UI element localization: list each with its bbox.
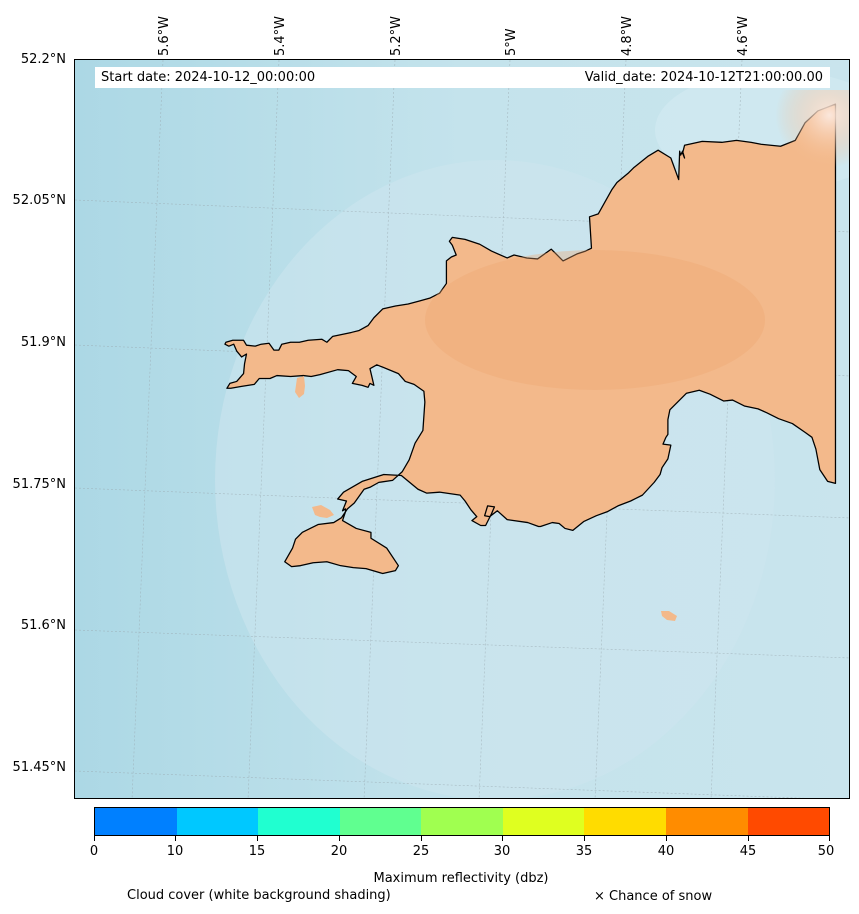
colorbar-cell [95, 808, 177, 835]
colorbar-cell [584, 808, 666, 835]
lon-label-5w: 5°W [504, 28, 519, 56]
colorbar-tick [748, 836, 749, 841]
island-ramsey [295, 376, 305, 398]
lat-label-51-45n: 51.45°N [12, 760, 66, 775]
lat-label-52-2n: 52.2°N [20, 52, 66, 67]
header-box: Start date: 2024-10-12_00:00:00 Valid_da… [95, 67, 830, 88]
colorbar-tick [666, 836, 667, 841]
valid-date-label: Valid_date: 2024-10-12T21:00:00.00 [584, 70, 823, 85]
colorbar-cell [421, 808, 503, 835]
colorbar-tick-label: 0 [89, 844, 99, 859]
land-dark-band [425, 250, 765, 390]
colorbar-tick [829, 836, 830, 841]
start-date-label: Start date: 2024-10-12_00:00:00 [101, 70, 316, 85]
colorbar-tick-label: 25 [412, 844, 430, 859]
map-panel[interactable] [74, 59, 850, 799]
colorbar-tick-label: 50 [817, 844, 835, 859]
lat-label-51-75n: 51.75°N [12, 477, 66, 492]
colorbar-cell [258, 808, 340, 835]
lon-label-5-2w: 5.2°W [389, 15, 404, 56]
cloud-cover-legend: Cloud cover (white background shading) [127, 888, 391, 903]
colorbar-tick [175, 836, 176, 841]
lon-label-4-6w: 4.6°W [736, 15, 751, 56]
colorbar-tick [257, 836, 258, 841]
colorbar-tick [502, 836, 503, 841]
colorbar-tick [339, 836, 340, 841]
colorbar-tick-label: 40 [657, 844, 675, 859]
colorbar-tick [584, 836, 585, 841]
lon-label-5-4w: 5.4°W [273, 15, 288, 56]
lon-label-4-8w: 4.8°W [620, 15, 635, 56]
colorbar-tick-label: 15 [248, 844, 266, 859]
colorbar-cell [176, 808, 259, 835]
island-caldey [661, 611, 677, 621]
colorbar-cell [665, 808, 748, 835]
lon-label-5-6w: 5.6°W [157, 15, 172, 56]
colorbar-tick-label: 45 [739, 844, 757, 859]
colorbar-tick-label: 10 [166, 844, 184, 859]
colorbar-tick-label: 20 [330, 844, 348, 859]
colorbar-title: Maximum reflectivity (dbz) [373, 871, 549, 886]
lat-label-51-6n: 51.6°N [20, 618, 66, 633]
colorbar-cell [502, 808, 585, 835]
reflectivity-colorbar [94, 807, 830, 836]
colorbar-tick [421, 836, 422, 841]
lat-label-52-05n: 52.05°N [12, 193, 66, 208]
map-canvas[interactable] [75, 60, 850, 799]
colorbar-tick-label: 30 [493, 844, 511, 859]
land-bright-spot [635, 90, 849, 300]
island-skomer [312, 505, 334, 518]
colorbar-tick [94, 836, 95, 841]
colorbar-tick-label: 35 [575, 844, 593, 859]
snow-legend: × Chance of snow [594, 889, 713, 904]
lat-label-51-9n: 51.9°N [20, 335, 66, 350]
gridlines [75, 60, 849, 798]
colorbar-cell [747, 808, 830, 835]
colorbar-cell [339, 808, 422, 835]
